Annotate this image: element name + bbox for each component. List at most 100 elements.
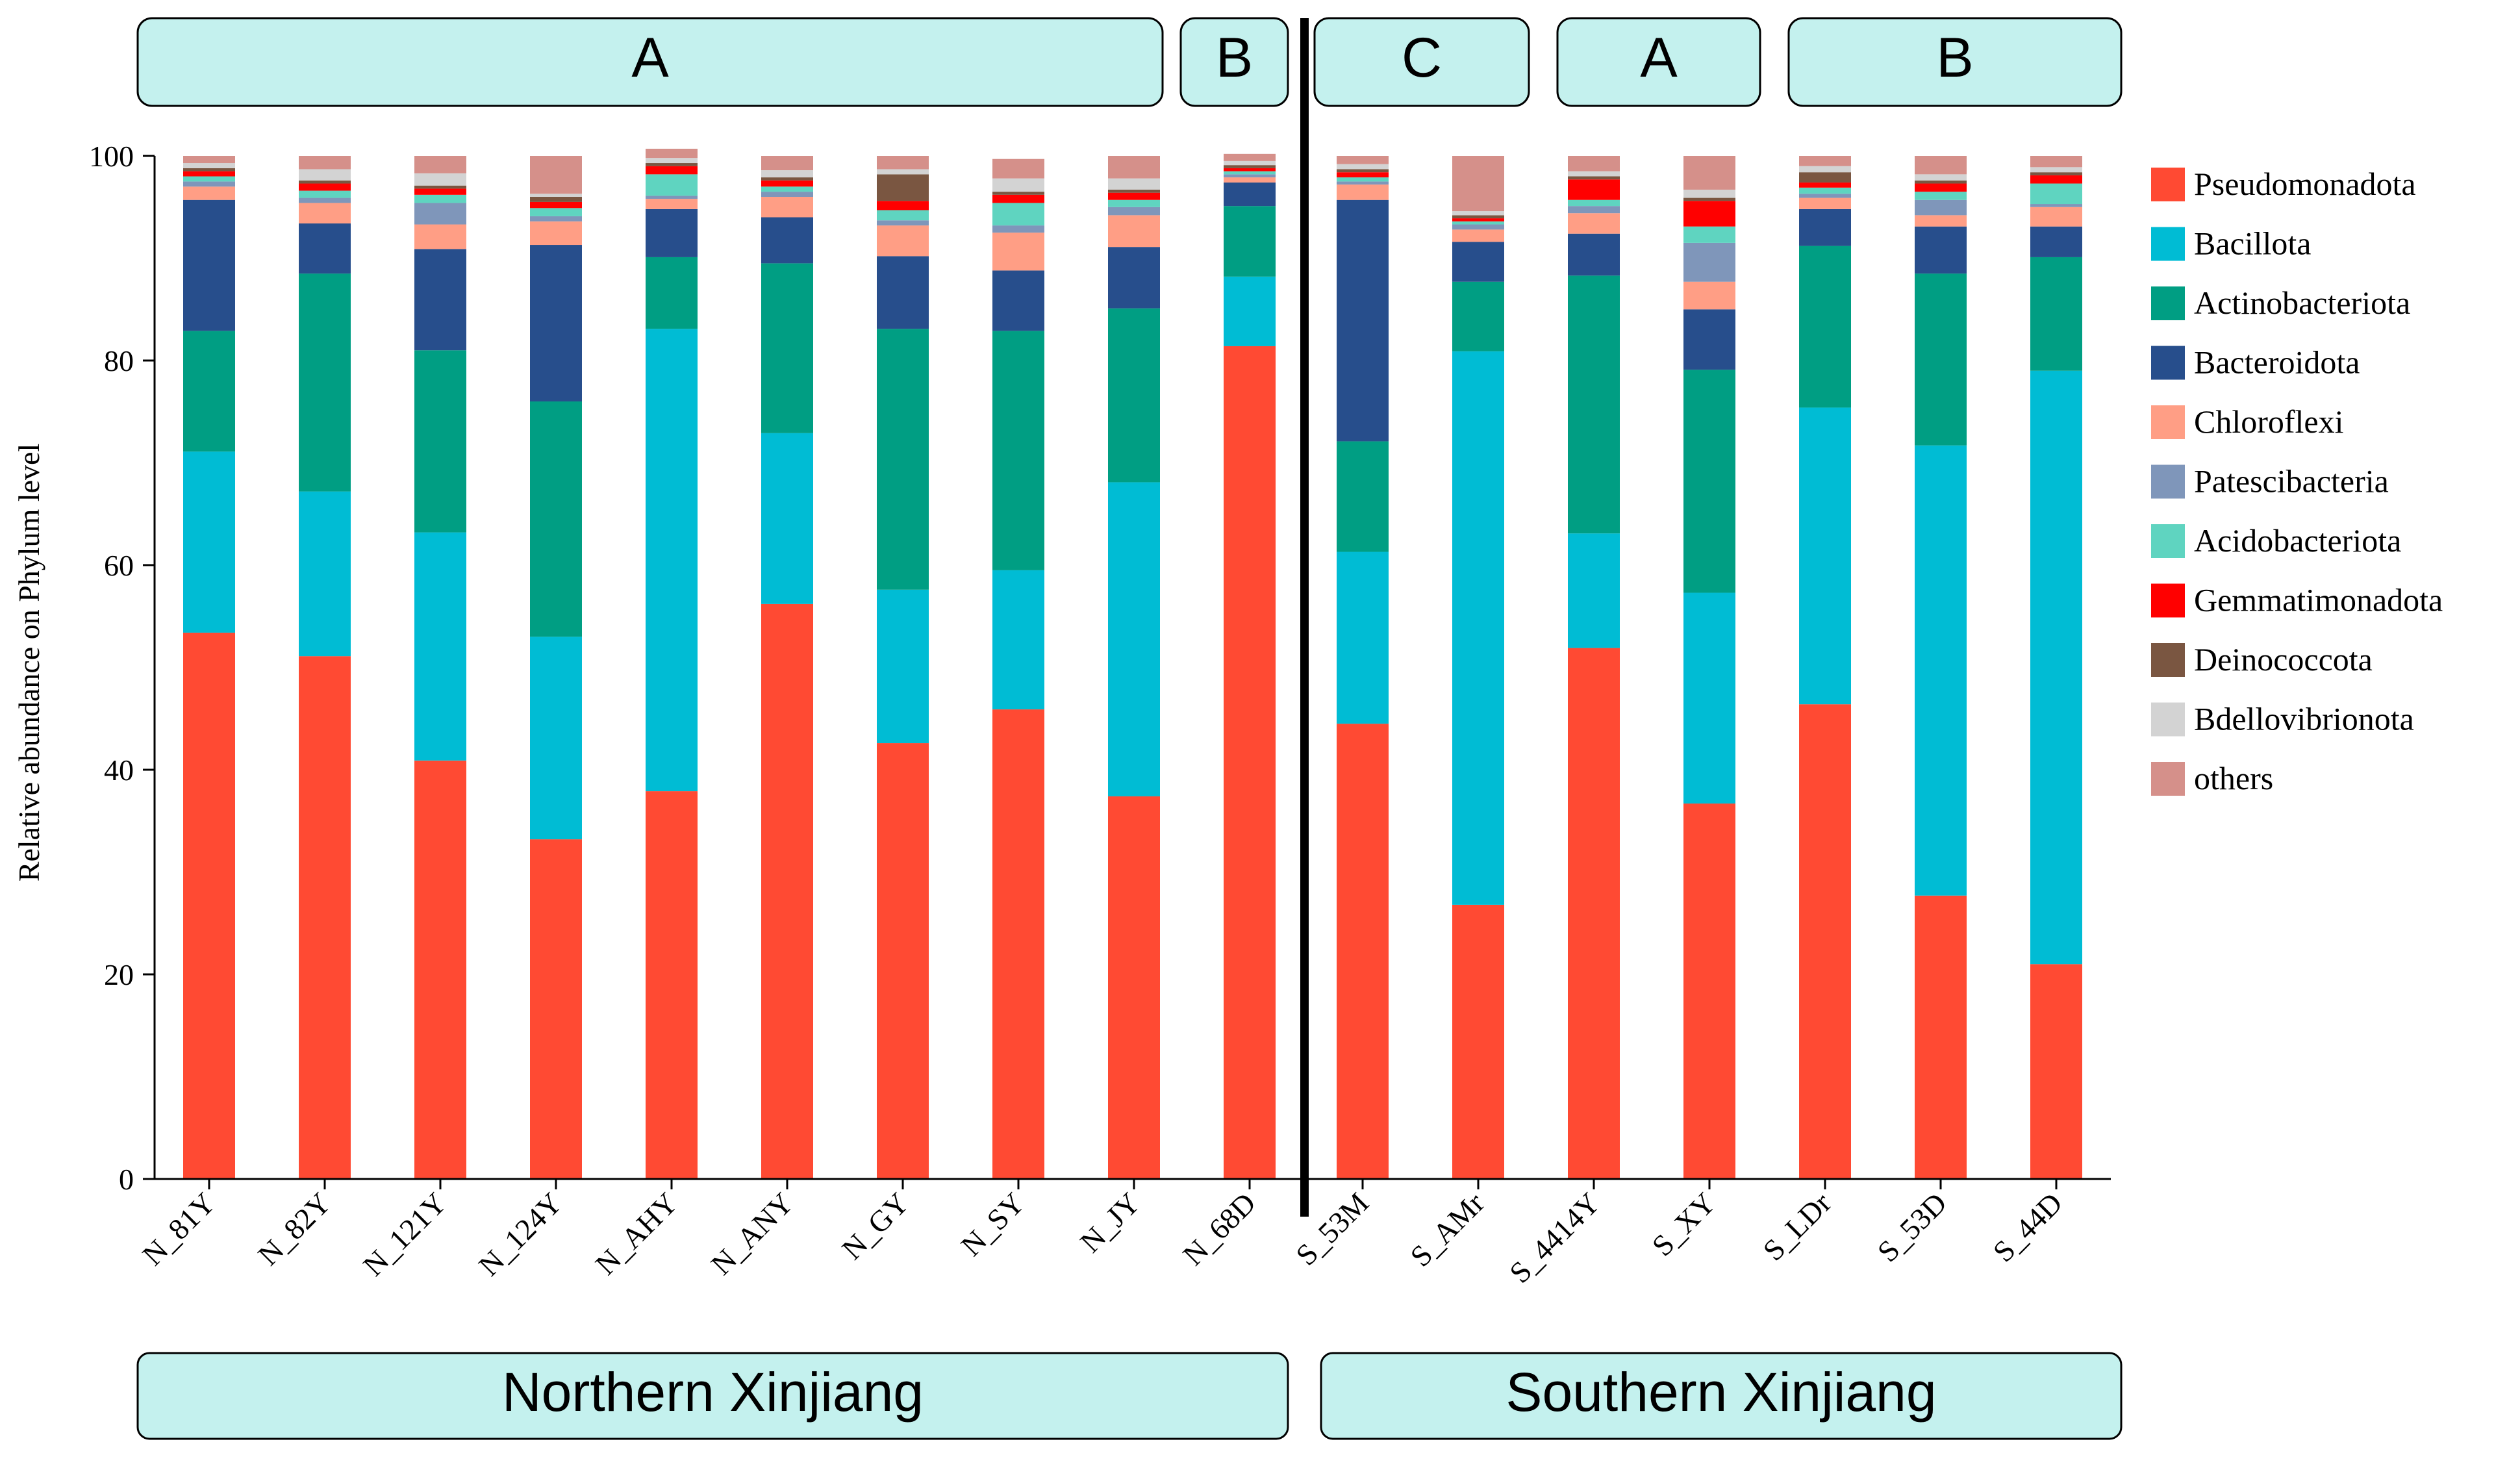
region-divider <box>1300 18 1309 1217</box>
bar-segment-N_ANY-Bacillota <box>761 433 813 604</box>
group-box-shape <box>136 17 1164 107</box>
bar-segment-N_68D-Bacteroidota <box>1224 182 1276 207</box>
bar-segment-S_53D-Patescibacteria <box>1915 199 1967 216</box>
bar-segment-N_68D-Bdellovibrionota <box>1224 160 1276 166</box>
bar-segment-N_124Y-Acidobacteriota <box>530 208 582 216</box>
bar-segment-N_81Y-Bdellovibrionota <box>183 163 235 168</box>
bar-segment-S_XY-Gemmatimonadota <box>1683 201 1735 227</box>
bar-segment-N_GY-Bacteroidota <box>877 256 929 329</box>
bar-segment-N_124Y-Bacteroidota <box>530 245 582 401</box>
bar-segment-N_121Y-Pseudomonadota <box>414 760 466 1179</box>
bar-segment-S_XY-Bdellovibrionota <box>1683 189 1735 198</box>
y-axis-label: Relative abundance on Phylum level <box>12 444 45 881</box>
bar-segment-S_4414Y-Gemmatimonadota <box>1568 179 1620 200</box>
legend-swatch <box>2151 168 2185 201</box>
bar-segment-S_AMr-Pseudomonadota <box>1452 904 1504 1179</box>
x-tick-label-N_82Y: N_82Y <box>251 1186 337 1272</box>
legend-swatch <box>2151 643 2185 677</box>
bar-segment-N_68D-others <box>1224 153 1276 161</box>
legend-swatch <box>2151 227 2185 261</box>
bar-segment-N_82Y-Deinococcota <box>299 180 351 184</box>
bar-segment-N_81Y-Bacillota <box>183 451 235 633</box>
bar-segment-S_53D-Bacteroidota <box>1915 226 1967 274</box>
bar-segment-N_AHY-others <box>646 148 698 158</box>
region-box-southern: Southern Xinjiang <box>1320 1352 2123 1440</box>
bar-segment-S_44D-Acidobacteriota <box>2030 183 2082 205</box>
bar-segment-N_AHY-Chloroflexi <box>646 199 698 209</box>
region-box-label: Southern Xinjiang <box>1506 1362 1936 1423</box>
bar-segment-S_53D-others <box>1915 156 1967 175</box>
legend-label: Bacillota <box>2194 225 2312 262</box>
bar-segment-N_ANY-others <box>761 156 813 171</box>
group-box-shape <box>1787 17 2123 107</box>
bar-segment-S_LDr-Acidobacteriota <box>1799 187 1851 194</box>
bar-segment-S_53D-Gemmatimonadota <box>1915 183 1967 192</box>
legend-label: Acidobacteriota <box>2194 522 2401 559</box>
bar-segment-N_JY-Deinococcota <box>1108 189 1160 193</box>
x-tick-label-N_81Y: N_81Y <box>136 1186 221 1272</box>
bar-segment-S_AMr-Actinobacteriota <box>1452 281 1504 351</box>
bar-segment-S_53M-Chloroflexi <box>1337 184 1389 200</box>
legend-item-Deinococcota: Deinococcota <box>2151 641 2373 678</box>
bar-segment-S_XY-Acidobacteriota <box>1683 226 1735 243</box>
bar-segment-N_GY-Deinococcota <box>877 174 929 201</box>
bar-segment-S_XY-Patescibacteria <box>1683 242 1735 282</box>
bar-segment-N_AHY-Bdellovibrionota <box>646 158 698 164</box>
legend-swatch <box>2151 583 2185 618</box>
bar-segment-S_53M-Gemmatimonadota <box>1337 172 1389 178</box>
x-tick-label-N_68D: N_68D <box>1176 1186 1262 1272</box>
legend-item-Gemmatimonadota: Gemmatimonadota <box>2151 582 2443 618</box>
legend-swatch <box>2151 464 2185 499</box>
bar-segment-N_68D-Actinobacteriota <box>1224 206 1276 277</box>
legend-label: Gemmatimonadota <box>2194 582 2443 618</box>
bar-segment-S_4414Y-Bacillota <box>1568 533 1620 648</box>
bar-segment-N_ANY-Pseudomonadota <box>761 603 813 1179</box>
x-tick-label-N_GY: N_GY <box>835 1186 915 1266</box>
bar-segment-N_121Y-Bacillota <box>414 532 466 761</box>
legend-item-Acidobacteriota: Acidobacteriota <box>2151 522 2401 559</box>
region-box-shape <box>136 1352 1289 1440</box>
bar-segment-N_68D-Gemmatimonadota <box>1224 168 1276 171</box>
bar-segment-S_53M-others <box>1337 156 1389 164</box>
plot-area <box>183 148 2082 1180</box>
bar-segment-S_44D-others <box>2030 156 2082 168</box>
bar-segment-N_JY-Actinobacteriota <box>1108 308 1160 483</box>
bar-segment-N_82Y-Bacteroidota <box>299 223 351 274</box>
bar-segment-N_68D-Bacillota <box>1224 276 1276 346</box>
bar-segment-N_124Y-Deinococcota <box>530 197 582 202</box>
bar-segment-S_XY-Actinobacteriota <box>1683 370 1735 593</box>
bar-segment-N_124Y-others <box>530 156 582 194</box>
bar-segment-S_44D-Bacillota <box>2030 370 2082 965</box>
legend-label: Actinobacteriota <box>2194 285 2410 321</box>
bar-segment-S_AMr-Bacillota <box>1452 351 1504 905</box>
x-tick-label-S_53D: S_53D <box>1871 1186 1953 1268</box>
bar-segment-S_53D-Acidobacteriota <box>1915 192 1967 200</box>
bar-segment-S_53M-Pseudomonadota <box>1337 724 1389 1179</box>
bar-segment-N_AHY-Bacteroidota <box>646 209 698 257</box>
legend-item-Pseudomonadota: Pseudomonadota <box>2151 166 2416 202</box>
bar-segment-N_121Y-Bacteroidota <box>414 249 466 351</box>
bar-segment-N_82Y-Bdellovibrionota <box>299 169 351 181</box>
region-box-northern: Northern Xinjiang <box>136 1352 1289 1440</box>
bar-segment-N_AHY-Pseudomonadota <box>646 791 698 1179</box>
bar-segment-N_121Y-others <box>414 156 466 173</box>
y-tick-label: 20 <box>104 958 134 991</box>
legend-label: Deinococcota <box>2194 641 2373 678</box>
bar-segment-S_44D-Patescibacteria <box>2030 204 2082 207</box>
bar-segment-S_44D-Pseudomonadota <box>2030 964 2082 1179</box>
group-box-A: A <box>136 17 1164 107</box>
bar-segment-S_44D-Actinobacteriota <box>2030 257 2082 371</box>
bar-segment-N_SY-others <box>992 158 1044 179</box>
bar-segment-S_44D-Bdellovibrionota <box>2030 167 2082 173</box>
bar-segment-S_53M-Deinococcota <box>1337 169 1389 173</box>
bar-segment-N_AHY-Patescibacteria <box>646 196 698 199</box>
bar-segment-N_SY-Deinococcota <box>992 192 1044 195</box>
x-tick-label-S_44D: S_44D <box>1987 1186 2069 1268</box>
bar-segment-S_4414Y-Actinobacteriota <box>1568 275 1620 534</box>
bar-segment-N_SY-Acidobacteriota <box>992 203 1044 226</box>
bar-segment-N_AHY-Actinobacteriota <box>646 257 698 329</box>
legend-item-others: others <box>2151 760 2273 796</box>
bar-segment-N_JY-others <box>1108 156 1160 179</box>
